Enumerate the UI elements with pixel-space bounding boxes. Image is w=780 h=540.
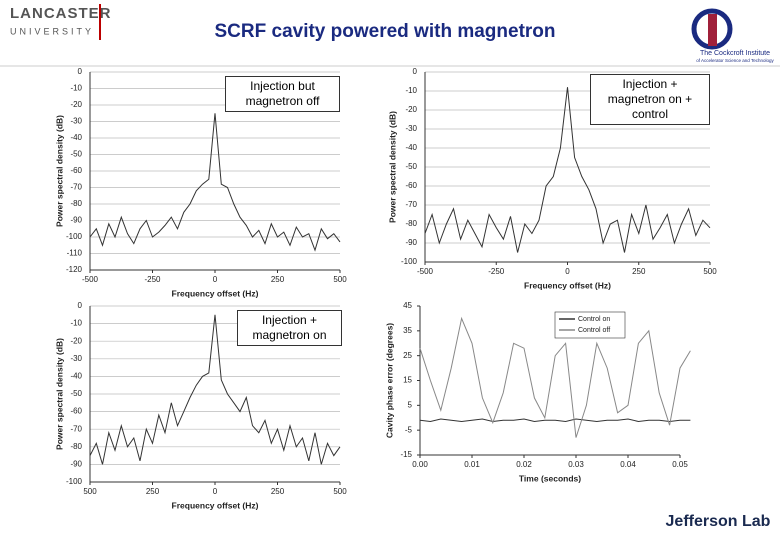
- logo-text: Jefferson Lab: [666, 513, 771, 530]
- y-tick-label: -5: [405, 425, 413, 434]
- y-tick-label: -80: [70, 442, 82, 451]
- logo-text: UNIVERSITY: [10, 26, 94, 36]
- legend-label: Control off: [578, 327, 610, 334]
- x-axis-label: Frequency offset (Hz): [524, 280, 611, 290]
- y-tick-label: -10: [70, 319, 82, 328]
- x-tick-label: 0.03: [568, 460, 584, 469]
- x-tick-label: 0.02: [516, 460, 532, 469]
- logo-icon: [708, 14, 717, 46]
- x-axis-label: Frequency offset (Hz): [172, 288, 259, 298]
- x-tick-label: 250: [271, 487, 285, 496]
- y-tick-label: -20: [405, 105, 417, 114]
- data-line: [424, 87, 711, 253]
- data-line: [419, 418, 691, 423]
- x-tick-label: 500: [333, 275, 347, 284]
- x-tick-label: 0.01: [464, 460, 480, 469]
- x-tick-label: 0.00: [412, 460, 428, 469]
- y-tick-label: 0: [413, 67, 418, 76]
- y-tick-label: -50: [70, 150, 82, 159]
- y-tick-label: -100: [66, 477, 83, 486]
- y-tick-label: -110: [67, 249, 83, 258]
- y-tick-label: -80: [405, 219, 417, 228]
- x-tick-label: 500: [83, 487, 97, 496]
- x-tick-label: 0: [213, 487, 218, 496]
- y-tick-label: -60: [405, 181, 417, 190]
- x-axis-label: Time (seconds): [519, 473, 581, 483]
- y-tick-label: 0: [78, 301, 83, 310]
- y-axis-label: Power spectral density (dB): [387, 111, 397, 223]
- logo-text: of Accelerator Science and Technology: [696, 58, 774, 63]
- y-tick-label: 25: [403, 351, 412, 360]
- y-tick-label: -10: [70, 84, 82, 93]
- x-tick-label: 500: [703, 267, 717, 276]
- y-tick-label: -10: [405, 86, 417, 95]
- legend-box: [554, 311, 626, 339]
- y-tick-label: -30: [70, 117, 82, 126]
- y-tick-label: -50: [405, 162, 417, 171]
- y-tick-label: -90: [405, 238, 417, 247]
- logo-icon: [691, 8, 733, 50]
- x-tick-label: -500: [417, 267, 434, 276]
- y-tick-label: -80: [70, 199, 82, 208]
- y-tick-label: -40: [70, 133, 82, 142]
- x-tick-label: -250: [488, 267, 505, 276]
- x-tick-label: -250: [144, 275, 161, 284]
- x-axis-label: Frequency offset (Hz): [172, 500, 259, 510]
- x-tick-label: 250: [271, 275, 285, 284]
- y-tick-label: 15: [403, 376, 412, 385]
- y-tick-label: -60: [70, 166, 82, 175]
- logo-text: LANCASTER: [10, 5, 112, 22]
- annotation: Injection + magnetron on: [237, 310, 342, 346]
- x-tick-label: 250: [632, 267, 646, 276]
- y-tick-label: 5: [408, 400, 413, 409]
- y-axis-label: Power spectral density (dB): [54, 115, 64, 227]
- y-tick-label: -60: [70, 407, 82, 416]
- y-axis-label: Cavity phase error (degrees): [384, 323, 394, 438]
- y-tick-label: -70: [70, 183, 82, 192]
- x-tick-label: 0: [565, 267, 570, 276]
- x-tick-label: 250: [146, 487, 160, 496]
- logo-text: The Cockcroft Institute: [700, 50, 770, 57]
- y-tick-label: 35: [403, 326, 412, 335]
- y-tick-label: 0: [78, 67, 83, 76]
- legend-label: Control on: [578, 316, 610, 323]
- data-line: [419, 316, 691, 438]
- x-tick-label: -500: [82, 275, 99, 284]
- x-tick-label: 0.04: [620, 460, 636, 469]
- y-tick-label: -70: [70, 424, 82, 433]
- x-tick-label: 0: [213, 275, 218, 284]
- data-line: [89, 314, 341, 465]
- annotation: Injection but magnetron off: [225, 76, 340, 112]
- y-tick-label: -120: [66, 265, 83, 274]
- y-tick-label: -90: [70, 460, 82, 469]
- data-line: [89, 113, 341, 252]
- y-tick-label: 45: [403, 301, 412, 310]
- y-tick-label: -70: [405, 200, 417, 209]
- x-tick-label: 500: [333, 487, 347, 496]
- x-tick-label: 0.05: [672, 460, 688, 469]
- y-axis-label: Power spectral density (dB): [54, 338, 64, 450]
- y-tick-label: -30: [405, 124, 417, 133]
- y-tick-label: -40: [70, 372, 82, 381]
- annotation: Injection + magnetron on + control: [590, 74, 710, 125]
- y-tick-label: -50: [70, 389, 82, 398]
- y-tick-label: -40: [405, 143, 417, 152]
- y-tick-label: -100: [66, 232, 83, 241]
- y-tick-label: -100: [401, 257, 418, 266]
- y-tick-label: -30: [70, 354, 82, 363]
- y-tick-label: -20: [70, 100, 82, 109]
- y-tick-label: -20: [70, 336, 82, 345]
- slide-title: SCRF cavity powered with magnetron: [215, 21, 556, 42]
- y-tick-label: -90: [70, 216, 82, 225]
- y-tick-label: -15: [400, 450, 412, 459]
